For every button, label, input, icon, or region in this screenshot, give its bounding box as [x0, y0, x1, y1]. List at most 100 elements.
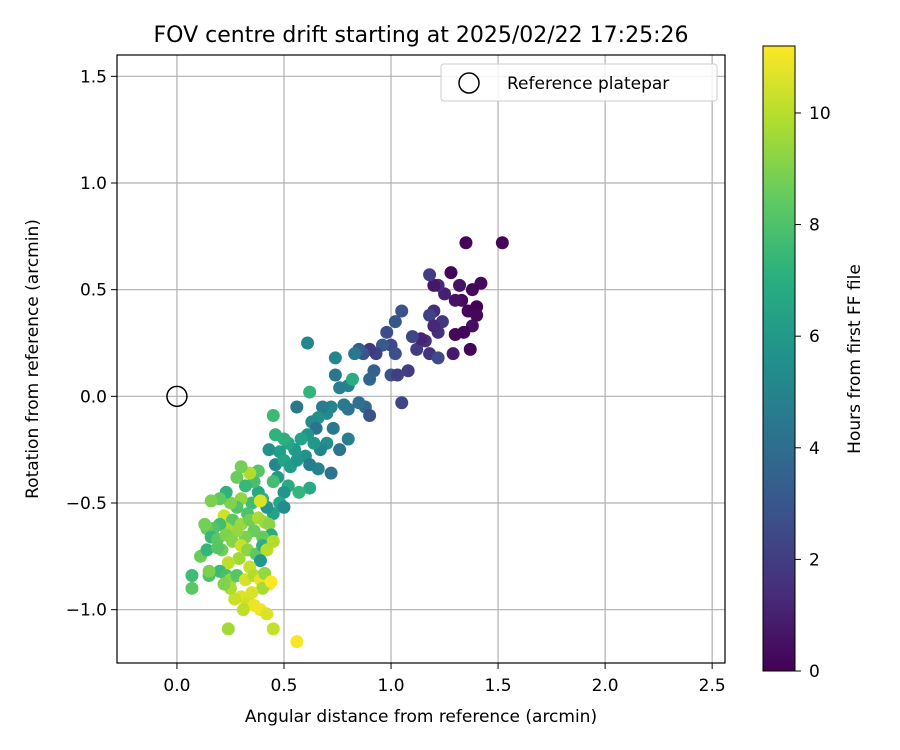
y-tick-label: 1.0 [80, 174, 107, 194]
scatter-point [453, 278, 467, 292]
scatter-point [337, 398, 351, 412]
scatter-point [238, 479, 252, 493]
scatter-point [345, 372, 359, 386]
y-tick-label: 0.0 [80, 387, 107, 407]
scatter-point [395, 304, 409, 318]
scatter-point [427, 278, 441, 292]
scatter-point [448, 327, 462, 341]
scatter-point [266, 534, 280, 548]
colorbar-ticks: 0 2 4 6 8 10 [795, 104, 831, 682]
x-tick-label: 1.5 [485, 676, 512, 696]
scatter-point [495, 236, 509, 250]
legend-label-reference-platepar: Reference platepar [507, 74, 669, 94]
scatter-point [268, 428, 282, 442]
colorbar-tick-label: 0 [809, 662, 820, 682]
y-axis-label: Rotation from reference (arcmin) [23, 219, 43, 499]
scatter-point [290, 453, 304, 467]
x-tick-label: 2.0 [592, 676, 619, 696]
scatter-point [266, 622, 280, 636]
scatter-point [266, 475, 280, 489]
colorbar-tick-label: 4 [809, 439, 820, 459]
scatter-point [260, 607, 274, 621]
scatter-point [352, 396, 366, 410]
scatter-point [307, 436, 321, 450]
scatter-point [423, 308, 437, 322]
chart-title: FOV centre drift starting at 2025/02/22 … [154, 23, 689, 48]
scatter-point [228, 592, 242, 606]
scatter-point [211, 541, 225, 555]
scatter-point [380, 325, 394, 339]
x-tick-label: 0.0 [163, 676, 190, 696]
scatter-point [232, 551, 246, 565]
scatter-point [236, 603, 250, 617]
scatter-point [363, 372, 377, 386]
scatter-point [427, 319, 441, 333]
scatter-point [303, 385, 317, 399]
scatter-point [277, 500, 291, 514]
scatter-point [253, 494, 267, 508]
scatter-point [264, 575, 278, 589]
scatter-point [463, 342, 477, 356]
scatter-point [223, 496, 237, 510]
scatter-point [230, 470, 244, 484]
scatter-point [204, 494, 218, 508]
scatter-point [459, 236, 473, 250]
scatter-point [217, 577, 231, 591]
scatter-point [294, 432, 308, 446]
plot-area-frame [116, 54, 726, 664]
legend: Reference platepar [440, 63, 718, 102]
y-tick-label: −1.0 [66, 601, 107, 621]
scatter-point [470, 308, 484, 322]
scatter-point [230, 524, 244, 538]
legend-marker-open-circle [458, 72, 480, 94]
legend-frame [440, 63, 718, 102]
scatter-point [262, 517, 276, 531]
scatter-point [185, 581, 199, 595]
scatter-point [388, 315, 402, 329]
scatter-point [277, 485, 291, 499]
scatter-point [290, 400, 304, 414]
scatter-point [185, 569, 199, 583]
colorbar-tick-label: 10 [809, 104, 831, 124]
scatter-point [328, 368, 342, 382]
scatter-point [266, 409, 280, 423]
colorbar-tick-label: 2 [809, 550, 820, 570]
colorbar: 0 2 4 6 8 10 Hours from first FF file [762, 45, 865, 682]
colorbar-gradient [762, 45, 796, 672]
y-tick-label: 1.5 [80, 67, 107, 87]
scatter-point [328, 351, 342, 365]
scatter-point [253, 554, 267, 568]
scatter-point [395, 396, 409, 410]
scatter-point [324, 466, 338, 480]
scatter-point [301, 336, 315, 350]
scatter-point [448, 293, 462, 307]
scatter-point [405, 330, 419, 344]
y-tick-label: 0.5 [80, 281, 107, 301]
scatter-point [423, 268, 437, 282]
scatter-point [290, 635, 304, 649]
scatter-point [234, 460, 248, 474]
y-axis-ticks: −1.0 −0.5 0.0 0.5 1.0 1.5 [66, 67, 117, 621]
scatter-point [333, 443, 347, 457]
x-tick-label: 1.0 [378, 676, 405, 696]
scatter-point [444, 266, 458, 280]
scatter-point [326, 421, 340, 435]
x-axis-label: Angular distance from reference (arcmin) [245, 707, 597, 727]
reference-platepar-marker [166, 385, 188, 408]
scatter-point [202, 564, 216, 578]
scatter-point [198, 517, 212, 531]
scatter-point [303, 481, 317, 495]
scatter-points [185, 236, 509, 649]
colorbar-label: Hours from first FF file [845, 264, 865, 454]
scatter-point [200, 543, 214, 557]
scatter-point [341, 432, 355, 446]
scatter-point [221, 556, 235, 570]
scatter-point [292, 485, 306, 499]
colorbar-tick-label: 8 [809, 216, 820, 236]
scatter-point [446, 347, 460, 361]
scatter-point [348, 347, 362, 361]
scatter-point [363, 409, 377, 423]
scatter-point [388, 347, 402, 361]
